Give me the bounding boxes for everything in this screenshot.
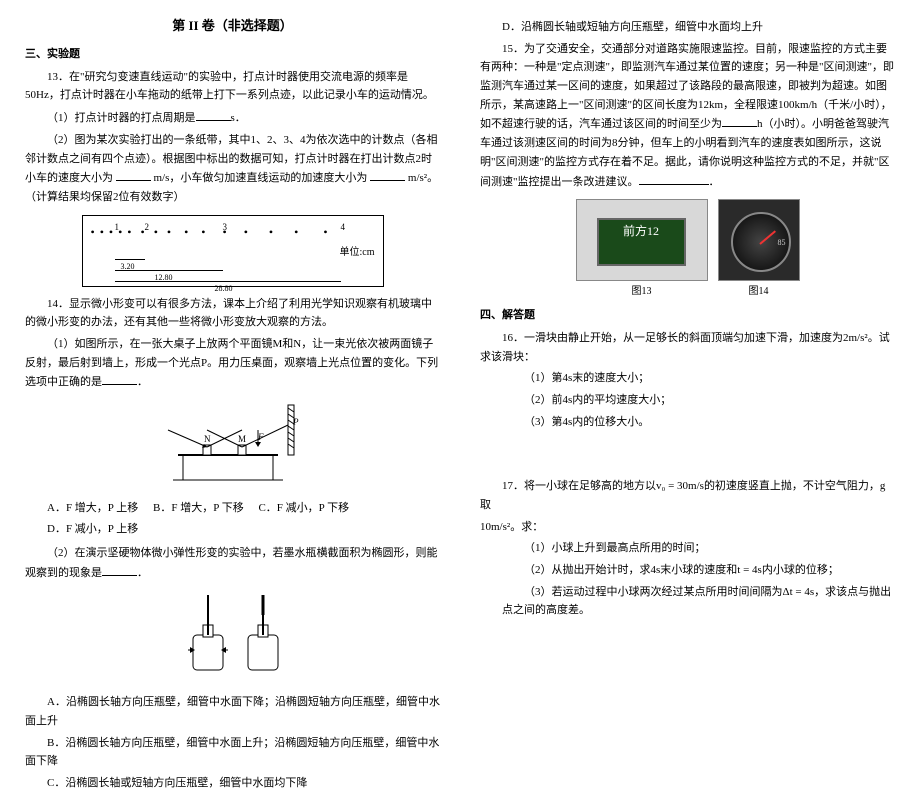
q13-p1b: s． — [231, 112, 246, 124]
q17-s2: （2）从抛出开始计时，求4s末小球的速度和t = 4s内小球的位移； — [502, 561, 895, 580]
q13-p2: （2）图为某次实验打出的一条纸带，其中1、2、3、4为依次选中的计数点（各相邻计… — [25, 131, 440, 207]
q14-p2: （2）在演示坚硬物体微小弹性形变的实验中，若墨水瓶横截面积为椭圆形，则能观察到的… — [25, 544, 440, 582]
q17-g: 10m/s² — [480, 521, 510, 533]
q17-stem-a: 17．将一小球在足够高的地方以 — [502, 480, 656, 492]
q15-blank1 — [722, 114, 757, 127]
q16-s3: （3）第4s内的位移大小。 — [502, 413, 895, 432]
q14-blank2 — [102, 563, 137, 576]
q13-tape-figure: • • • • • • • • • • • • • • • 1 2 3 4 单位… — [25, 215, 440, 287]
q13-p2b: m/s，小车做匀加速直线运动的加速度大小为 — [154, 172, 368, 184]
q14-p1-text: （1）如图所示，在一张大桌子上放两个平面镜M和N，让一束光依次被两面镜子反射，最… — [25, 338, 438, 388]
svg-text:M: M — [238, 434, 246, 444]
tape-n1: 1 — [115, 220, 120, 235]
tape-d2: 12.80 — [155, 271, 173, 285]
tape-n4: 4 — [341, 220, 346, 235]
q14-p2-text: （2）在演示坚硬物体微小弹性形变的实验中，若墨水瓶横截面积为椭圆形，则能观察到的… — [25, 547, 438, 579]
section-3-head: 三、实验题 — [25, 45, 440, 64]
q13-p1a: （1）打点计时器的打点周期是 — [47, 112, 196, 124]
tape-n3: 3 — [223, 220, 228, 235]
fig14-photo: 85 — [718, 199, 800, 281]
q13-p1: （1）打点计时器的打点周期是 s． — [25, 108, 440, 128]
q14-bottle-figure — [25, 590, 440, 685]
fig13-photo: 前方12 — [576, 199, 708, 281]
tape-unit: 单位:cm — [340, 244, 375, 261]
paper-title: 第 II 卷（非选择题） — [25, 15, 440, 37]
q14-blank1 — [102, 372, 137, 385]
q15-figures: 前方12 图13 85 图14 — [480, 199, 895, 300]
fig13-sign-text: 前方12 — [599, 224, 684, 238]
q16-s1: （1）第4s末的速度大小； — [502, 369, 895, 388]
q14-p2-end: ． — [137, 567, 148, 579]
q17-s3: （3）若运动过程中小球两次经过某点所用时间间隔为Δt = 4s，求该点与抛出点之… — [502, 583, 895, 620]
fig13-caption: 图13 — [576, 283, 708, 300]
q17-stem: 17．将一小球在足够高的地方以v₀ = 30m/s的初速度竖直上抛，不计空气阻力… — [480, 477, 895, 514]
q15-stem: 15．为了交通安全，交通部分对道路实施限速监控。目前，限速监控的方式主要有两种：… — [480, 40, 895, 192]
q14-optA: A．F 增大，P 上移 — [47, 498, 138, 519]
q14-o2B: B．沿椭圆长轴方向压瓶壁，细管中水面上升；沿椭圆短轴方向压瓶壁，细管中水面下降 — [25, 734, 440, 771]
q14-optD: D．F 减小，P 上移 — [47, 519, 138, 540]
q13-stem: 13．在"研究匀变速直线运动"的实验中，打点计时器使用交流电源的频率是50Hz，… — [25, 68, 440, 105]
q16-stem: 16．一滑块由静止开始，从一足够长的斜面顶端匀加速下滑，加速度为2m/s²。试求… — [480, 329, 895, 366]
q13-blank2 — [116, 168, 151, 181]
q17-stem-c: 。求： — [510, 521, 543, 533]
q14-stem: 14．显示微小形变可以有很多方法，课本上介绍了利用光学知识观察有机玻璃中的微小形… — [25, 295, 440, 332]
section-4-head: 四、解答题 — [480, 306, 895, 325]
q15-blank2 — [639, 172, 709, 185]
tape-n2: 2 — [145, 220, 150, 235]
q14-p1-end: ． — [137, 376, 148, 388]
q14-o2A: A．沿椭圆长轴方向压瓶壁，细管中水面下降；沿椭圆短轴方向压瓶壁，细管中水面上升 — [25, 693, 440, 730]
q14-optC: C．F 减小，P 下移 — [258, 498, 349, 519]
q14-optB: B．F 增大，P 下移 — [153, 498, 244, 519]
svg-text:P: P — [292, 417, 299, 427]
q17-g-line: 10m/s²。求： — [480, 518, 895, 537]
q13-blank1 — [196, 108, 231, 121]
tape-d3: 28.80 — [215, 282, 233, 296]
q16-s2: （2）前4s内的平均速度大小； — [502, 391, 895, 410]
svg-text:N: N — [204, 434, 211, 444]
tape-d1: 3.20 — [121, 260, 135, 274]
fig14-caption: 图14 — [718, 283, 800, 300]
q14-p1: （1）如图所示，在一张大桌子上放两个平面镜M和N，让一束光依次被两面镜子反射，最… — [25, 335, 440, 392]
q17-v0: v₀ = 30m/s — [656, 480, 704, 492]
q14-o2D: D．沿椭圆长轴或短轴方向压瓶壁，细管中水面均上升 — [480, 18, 895, 37]
q14-options-1: A．F 增大，P 上移 B．F 增大，P 下移 C．F 减小，P 下移 D．F … — [47, 498, 440, 540]
q17-s1: （1）小球上升到最高点所用的时间； — [502, 539, 895, 558]
q14-o2C: C．沿椭圆长轴或短轴方向压瓶壁，细管中水面均下降 — [25, 774, 440, 793]
q13-blank3 — [370, 168, 405, 181]
q14-mirror-figure: N M F P — [25, 400, 440, 490]
